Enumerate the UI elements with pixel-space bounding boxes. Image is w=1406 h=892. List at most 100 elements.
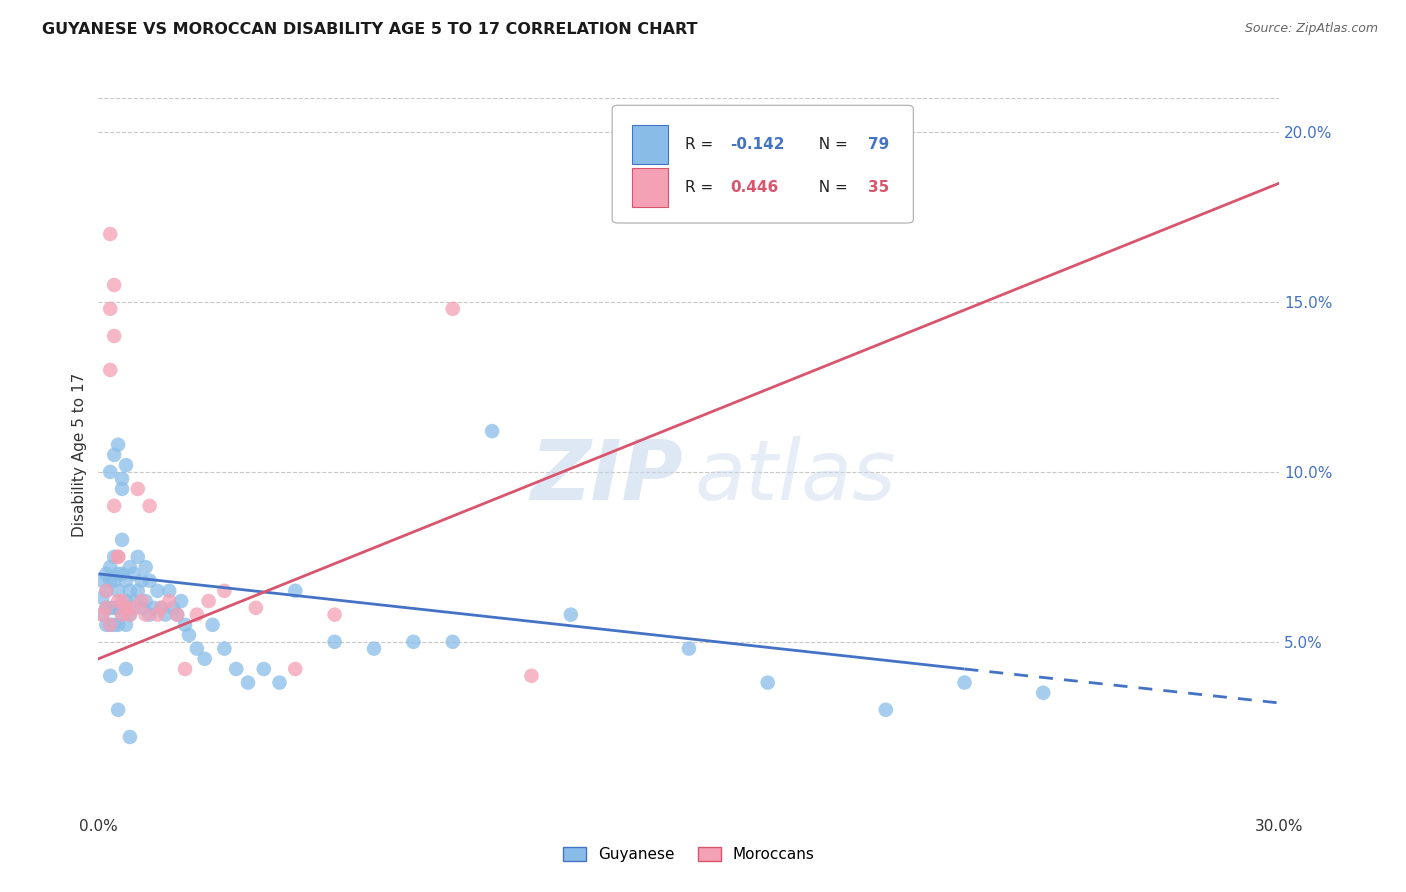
Point	[135, 560, 157, 574]
Point	[91, 607, 114, 622]
Point	[269, 675, 291, 690]
Point	[402, 635, 425, 649]
Point	[107, 617, 129, 632]
Point	[194, 652, 217, 666]
Point	[98, 363, 121, 377]
Point	[96, 600, 118, 615]
Point	[560, 607, 582, 622]
Point	[91, 591, 114, 605]
Point	[135, 607, 157, 622]
Point	[174, 662, 197, 676]
Point	[107, 703, 129, 717]
Point	[96, 566, 118, 581]
Point	[115, 662, 138, 676]
Point	[107, 600, 129, 615]
Y-axis label: Disability Age 5 to 17: Disability Age 5 to 17	[72, 373, 87, 537]
Text: 35: 35	[869, 180, 890, 194]
Point	[107, 438, 129, 452]
Point	[98, 574, 121, 588]
Point	[118, 607, 141, 622]
Point	[103, 600, 125, 615]
Point	[146, 607, 169, 622]
Point	[91, 607, 114, 622]
Point	[98, 465, 121, 479]
Point	[157, 594, 180, 608]
Point	[150, 600, 173, 615]
Point	[118, 583, 141, 598]
Point	[115, 617, 138, 632]
Point	[103, 617, 125, 632]
Point	[98, 600, 121, 615]
Point	[363, 641, 385, 656]
Point	[115, 600, 138, 615]
Bar	[633, 125, 668, 164]
Point	[142, 600, 165, 615]
Point	[118, 560, 141, 574]
Point	[236, 675, 259, 690]
Point	[107, 594, 129, 608]
Point	[953, 675, 976, 690]
FancyBboxPatch shape	[612, 105, 914, 223]
Point	[111, 594, 134, 608]
Point	[875, 703, 897, 717]
Point	[122, 600, 145, 615]
Text: -0.142: -0.142	[730, 137, 785, 152]
Point	[441, 635, 464, 649]
Point	[103, 549, 125, 564]
Point	[174, 617, 197, 632]
Point	[98, 560, 121, 574]
Point	[756, 675, 779, 690]
Point	[103, 448, 125, 462]
Point	[107, 583, 129, 598]
Point	[214, 583, 236, 598]
Point	[96, 617, 118, 632]
Point	[678, 641, 700, 656]
Point	[138, 574, 160, 588]
Point	[98, 301, 121, 316]
Point	[111, 472, 134, 486]
Point	[162, 600, 184, 615]
Point	[138, 499, 160, 513]
Point	[284, 662, 307, 676]
Point	[107, 549, 129, 564]
Point	[127, 549, 149, 564]
Point	[118, 607, 141, 622]
Point	[1032, 686, 1054, 700]
Point	[441, 301, 464, 316]
Point	[197, 594, 219, 608]
Text: atlas: atlas	[695, 436, 897, 516]
Point	[323, 607, 346, 622]
Point	[170, 594, 193, 608]
Point	[111, 566, 134, 581]
Point	[103, 278, 125, 293]
Point	[111, 482, 134, 496]
Point	[96, 583, 118, 598]
Point	[122, 566, 145, 581]
Text: ZIP: ZIP	[530, 436, 683, 516]
Point	[96, 600, 118, 615]
Point	[131, 574, 153, 588]
Point	[103, 329, 125, 343]
Point	[98, 669, 121, 683]
Point	[177, 628, 200, 642]
Text: N =: N =	[810, 180, 853, 194]
Point	[146, 583, 169, 598]
Point	[166, 607, 188, 622]
Point	[520, 669, 543, 683]
Text: 0.446: 0.446	[730, 180, 779, 194]
Point	[284, 583, 307, 598]
Point	[138, 607, 160, 622]
Point	[98, 617, 121, 632]
Point	[201, 617, 224, 632]
Point	[111, 533, 134, 547]
Point	[155, 607, 177, 622]
Point	[245, 600, 267, 615]
Text: R =: R =	[685, 180, 718, 194]
Point	[150, 600, 173, 615]
Point	[225, 662, 247, 676]
Point	[166, 607, 188, 622]
Text: GUYANESE VS MOROCCAN DISABILITY AGE 5 TO 17 CORRELATION CHART: GUYANESE VS MOROCCAN DISABILITY AGE 5 TO…	[42, 22, 697, 37]
Legend: Guyanese, Moroccans: Guyanese, Moroccans	[557, 841, 821, 868]
Text: Source: ZipAtlas.com: Source: ZipAtlas.com	[1244, 22, 1378, 36]
Point	[118, 730, 141, 744]
